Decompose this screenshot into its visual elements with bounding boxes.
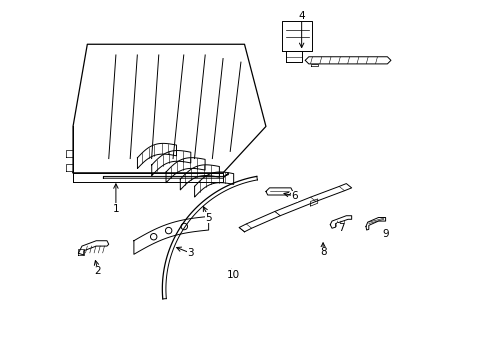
Text: 4: 4 <box>298 11 305 21</box>
Text: 7: 7 <box>337 223 344 233</box>
Text: 8: 8 <box>319 247 325 257</box>
Text: 1: 1 <box>112 203 119 213</box>
Text: 6: 6 <box>290 191 297 201</box>
Text: 9: 9 <box>382 229 388 239</box>
Text: 10: 10 <box>227 270 240 280</box>
Text: 2: 2 <box>95 266 101 276</box>
Text: 3: 3 <box>187 248 194 258</box>
Text: 5: 5 <box>205 212 212 222</box>
